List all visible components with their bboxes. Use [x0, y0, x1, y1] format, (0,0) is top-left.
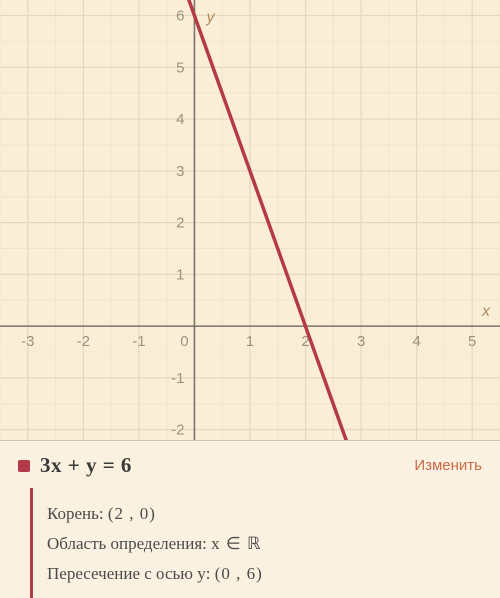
svg-text:-2: -2	[77, 333, 90, 350]
edit-button[interactable]: Изменить	[414, 457, 482, 474]
svg-text:3: 3	[357, 333, 365, 350]
svg-text:-2: -2	[171, 422, 184, 439]
svg-text:x: x	[481, 303, 491, 320]
equation-text: 3x + y = 6	[40, 453, 132, 478]
root-label: Корень:	[47, 504, 104, 523]
property-root: Корень: (2 , 0)	[47, 504, 482, 524]
svg-text:1: 1	[246, 333, 254, 350]
svg-text:-3: -3	[21, 333, 34, 350]
yint-label: Пересечение с осью y:	[47, 564, 210, 583]
yint-value: (0 , 6)	[215, 564, 263, 583]
svg-text:2: 2	[176, 215, 184, 232]
svg-text:-1: -1	[171, 370, 184, 387]
line-chart: -3-2-1012345-2-1123456xy	[0, 0, 500, 440]
domain-label: Область определения:	[47, 534, 207, 553]
svg-text:0: 0	[180, 333, 188, 350]
domain-value: x ∈ ℝ	[211, 534, 261, 553]
property-yintercept: Пересечение с осью y: (0 , 6)	[47, 564, 482, 584]
svg-text:-1: -1	[132, 333, 145, 350]
properties-panel: Корень: (2 , 0) Область определения: x ∈…	[0, 488, 500, 598]
svg-text:6: 6	[176, 8, 184, 25]
svg-text:3: 3	[176, 163, 184, 180]
svg-text:5: 5	[176, 59, 184, 76]
svg-text:4: 4	[412, 333, 420, 350]
svg-text:5: 5	[468, 333, 476, 350]
equation-left: 3x + y = 6	[18, 453, 132, 478]
chart-area: -3-2-1012345-2-1123456xy	[0, 0, 500, 440]
equation-row: 3x + y = 6 Изменить	[0, 440, 500, 488]
property-domain: Область определения: x ∈ ℝ	[47, 534, 482, 554]
svg-text:y: y	[205, 9, 215, 26]
svg-text:1: 1	[176, 266, 184, 283]
svg-text:4: 4	[176, 111, 184, 128]
equation-color-marker	[18, 460, 30, 472]
root-value: (2 , 0)	[108, 504, 156, 523]
